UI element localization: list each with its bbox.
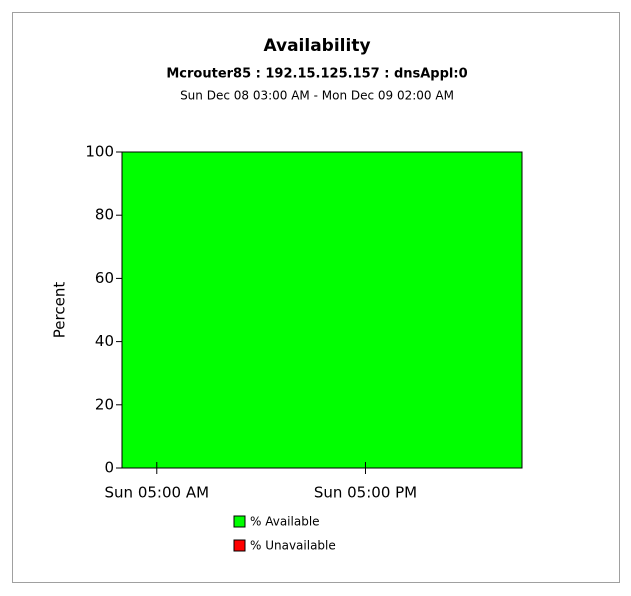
area <box>122 152 522 468</box>
y-tick-label: 100 <box>85 143 114 161</box>
y-tick-label: 80 <box>95 206 114 224</box>
date-range: Sun Dec 08 03:00 AM - Mon Dec 09 02:00 A… <box>180 89 454 103</box>
y-tick-label: 60 <box>95 269 114 287</box>
plot-border <box>121 151 523 469</box>
x-tick-label: Sun 05:00 PM <box>314 484 417 502</box>
chart-title: Availability <box>263 36 370 56</box>
y-tick-label: 20 <box>95 395 114 413</box>
y-axis-label: Percent <box>51 282 69 339</box>
chart-subtitle: Mcrouter85 : 192.15.125.157 : dnsAppl:0 <box>166 67 467 82</box>
y-tick-label: 40 <box>95 332 114 350</box>
x-tick-label: Sun 05:00 AM <box>105 484 210 502</box>
legend-label: % Available <box>250 515 320 529</box>
y-tick-label: 0 <box>104 459 114 477</box>
legend-swatch <box>233 539 246 552</box>
legend-label: % Unavailable <box>250 539 336 553</box>
legend-swatch <box>233 515 246 528</box>
